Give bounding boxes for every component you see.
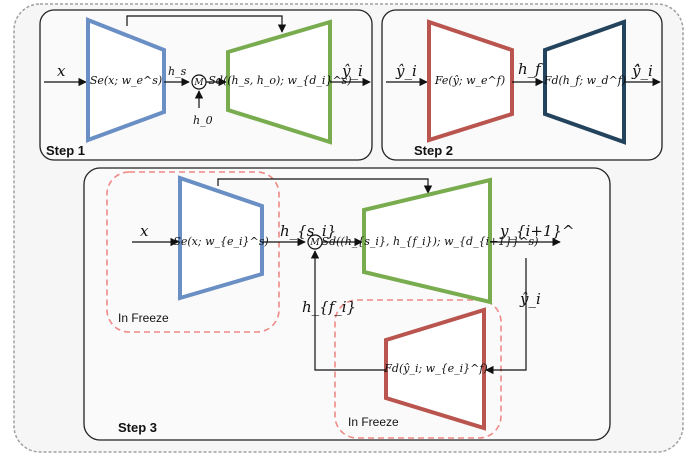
step2-input-label: ŷ_i	[395, 62, 417, 80]
step1-merge-label: M	[193, 78, 204, 88]
step1-skip-arrow	[126, 15, 287, 33]
step1-x-label: x	[57, 62, 66, 80]
step3-hs-label: h_{s_i}	[280, 222, 336, 240]
step1-encoder	[86, 17, 166, 143]
step2-panel: ŷ_i Fe(ŷ; w_e^f) h_f Fd(h_f; w_d^f) ŷ̂_i…	[381, 9, 663, 161]
step3-panel: In Freeze In Freeze x Se(x; w_{e_i}^s) h…	[83, 167, 611, 441]
freeze-region-right	[334, 299, 502, 439]
step2-hf-label: h_f	[518, 60, 543, 78]
step2-title: Step 2	[414, 143, 453, 158]
step3-title: Step 3	[118, 420, 157, 435]
step2-decoder	[543, 19, 626, 145]
step3-feedback-arrow	[485, 258, 527, 375]
freeze-region-left	[106, 171, 280, 333]
step1-encoder-label: Se(x; w_e^s)	[90, 74, 162, 87]
freeze-label-right: In Freeze	[348, 415, 399, 429]
step3-skip-arrow	[217, 178, 433, 194]
step3-encoder	[178, 175, 264, 301]
step3-merge-label: M	[309, 238, 320, 248]
step1-title: Step 1	[46, 143, 85, 158]
step3-decoder	[362, 177, 492, 305]
step2-output-label: ŷ̂_i	[631, 62, 653, 80]
step3-f-decoder-label: Fd(ŷ_i; w_{e_i}^f)	[383, 362, 487, 375]
step3-hf-label: h_{f_i}	[302, 298, 356, 316]
step1-output-label: ŷ_i	[341, 62, 363, 80]
freeze-label-left: In Freeze	[118, 311, 169, 325]
step1-decoder	[226, 19, 332, 145]
step1-decoder-label: Sd((h_s, h_o); w_{d_i}^s)	[208, 74, 351, 87]
step3-encoder-label: Se(x; w_{e_i}^s)	[173, 235, 268, 248]
step3-output-label: y_{i+1}^	[499, 222, 575, 240]
step3-f-decoder	[384, 307, 486, 431]
step1-h0-label: h_0	[193, 114, 213, 127]
step1-hs-label: h_s	[168, 65, 187, 78]
step2-encoder	[427, 19, 514, 143]
step3-feedback-label: ŷ_i	[519, 290, 541, 308]
step2-encoder-label: Fe(ŷ; w_e^f)	[434, 74, 505, 87]
step3-decoder-label: Sd((h_{s_i}, h_{f_i}); w_{d_{i+1}}^s)	[322, 235, 539, 248]
step2-decoder-label: Fd(h_f; w_d^f)	[543, 74, 626, 87]
step3-x-label: x	[140, 222, 149, 240]
step3-hf-arrow	[310, 250, 386, 371]
step1-panel: x Se(x; w_e^s) h_s M h_0 Sd((h_s, h_o); …	[39, 9, 373, 161]
